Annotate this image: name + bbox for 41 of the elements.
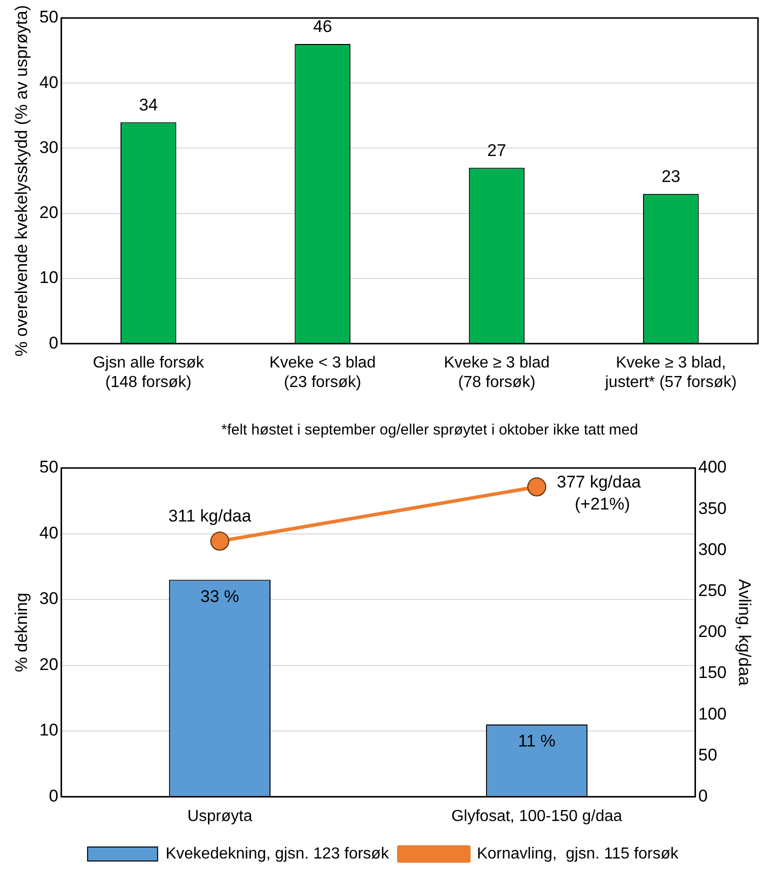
- legend-label: Kvekedekning, gjsn. 123 forsøk: [166, 845, 390, 862]
- y-tick-label: 10: [39, 720, 58, 740]
- data-label: 34: [138, 95, 158, 114]
- y2-tick-label: 250: [698, 580, 727, 600]
- data-label: 27: [487, 140, 506, 160]
- y-tick-label: 20: [39, 203, 58, 222]
- y-tick-label: 0: [48, 333, 58, 352]
- y-tick-label: 10: [39, 268, 58, 288]
- y2-tick-label: 50: [698, 745, 718, 764]
- x-tick-label: Glyfosat, 100-150 g/daa: [451, 808, 622, 825]
- data-label: 377 kg/daa (+21%): [556, 472, 642, 514]
- y2-tick-label: 100: [698, 704, 727, 724]
- data-label: 33 %: [200, 586, 240, 606]
- y2-tick-label: 400: [698, 458, 727, 477]
- y2-tick-label: 200: [698, 622, 727, 642]
- text: *felt høstet i september og/eller sprøytet i oktober ikke tatt med: [221, 422, 638, 439]
- x-tick-label: Kveke ≥ 3 blad, justert* (57 forsøk): [604, 354, 737, 391]
- y-axis-title: % overelvende kvekelysskydd (% av usprøyta): [12, 5, 31, 357]
- y-tick-label: 20: [39, 654, 58, 674]
- x-tick-label: Usprøyta: [187, 808, 252, 825]
- y2-axis-title: Avling, kg/daa: [735, 579, 754, 686]
- x-tick-label: Kveke ≥ 3 blad (78 forsøk): [444, 354, 550, 391]
- y2-tick-label: 350: [698, 498, 727, 518]
- y2-tick-label: 0: [698, 786, 708, 806]
- y2-tick-label: 300: [698, 540, 727, 559]
- y-tick-label: 40: [39, 523, 58, 542]
- y-tick-label: 0: [48, 786, 58, 806]
- y-tick-label: 30: [39, 589, 58, 608]
- y-axis-title: % dekning: [12, 592, 31, 672]
- y-tick-label: 30: [39, 138, 58, 157]
- y-tick-label: 40: [39, 72, 58, 92]
- y-tick-label: 50: [39, 8, 58, 27]
- x-tick-label: Kveke < 3 blad (23 forsøk): [269, 354, 376, 391]
- data-label: 23: [661, 167, 680, 186]
- y-tick-label: 50: [39, 458, 58, 477]
- y2-tick-label: 150: [698, 663, 727, 682]
- data-label: 311 kg/daa: [168, 506, 252, 526]
- data-label: 46: [313, 17, 332, 36]
- x-tick-label: Gjsn alle forsøk (148 forsøk): [92, 354, 205, 391]
- legend-label: Kornavling, gjsn. 115 forsøk: [476, 845, 680, 862]
- data-label: 11 %: [518, 732, 556, 751]
